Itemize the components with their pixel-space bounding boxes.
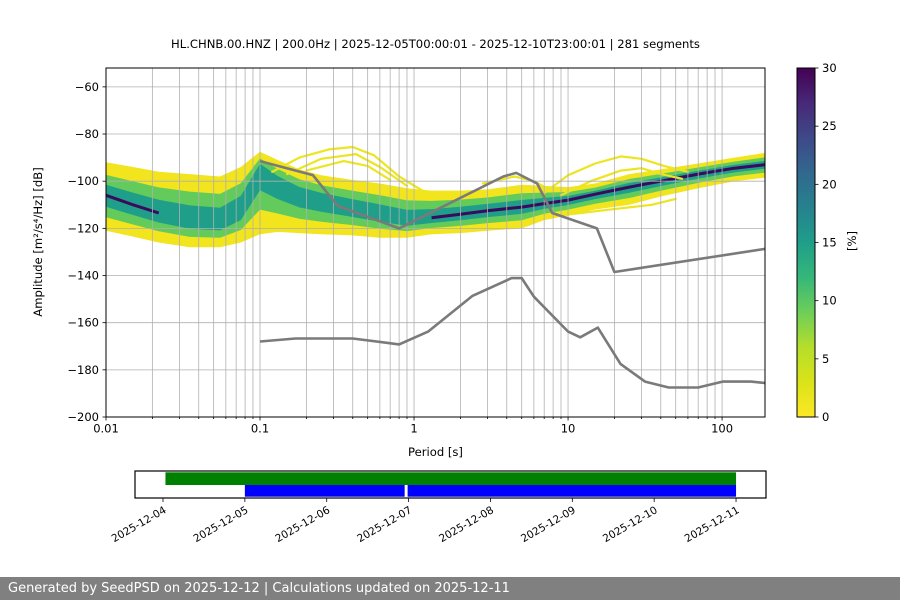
timeline-bar-data-coverage (165, 472, 737, 485)
mode-core-line (431, 163, 766, 220)
ppsd-histogram (105, 145, 766, 248)
colorbar-tick-label: 10 (822, 294, 837, 308)
y-tick-label: −180 (67, 363, 99, 377)
timeline-tick-label: 2025-12-10 (601, 504, 660, 545)
axes-frame (105, 67, 766, 418)
y-axis-ticks: −60 −80 −100 −120 −140 −160 −180 −200 (67, 80, 106, 424)
timeline-tick-label: 2025-12-06 (273, 504, 332, 545)
timeline-tick-label: 2025-12-08 (437, 504, 496, 545)
timeline: 2025-12-04 2025-12-05 2025-12-06 2025-12-07… (110, 470, 767, 545)
y-tick-label: −200 (67, 410, 99, 424)
nhnm-line (259, 159, 766, 274)
colorbar-tick-label: 5 (822, 352, 829, 366)
mode-core-line (105, 193, 160, 215)
timeline-bar-psd-coverage (244, 485, 405, 497)
footer-text: Generated by SeedPSD on 2025-12-12 | Cal… (8, 581, 510, 596)
y-tick-label: −120 (67, 221, 99, 235)
excursion-line (286, 153, 409, 187)
footer-bar: Generated by SeedPSD on 2025-12-12 | Cal… (0, 577, 900, 600)
x-tick-label: 0.1 (251, 422, 269, 436)
grid (106, 68, 765, 417)
colorbar-tick-label: 30 (822, 61, 837, 75)
x-tick-label: 10 (561, 422, 576, 436)
timeline-tick-label: 2025-12-07 (355, 504, 414, 545)
y-tick-label: −100 (67, 174, 99, 188)
timeline-tick-label: 2025-12-04 (110, 504, 169, 545)
x-axis-ticks: 0.01 0.1 1 10 100 (93, 417, 733, 436)
band-inner (106, 160, 765, 231)
excursion-line (559, 197, 677, 217)
x-tick-label: 1 (410, 422, 417, 436)
x-tick-label: 0.01 (93, 422, 119, 436)
colorbar-tick-label: 15 (822, 236, 837, 250)
x-tick-label: 100 (711, 422, 733, 436)
colorbar-tick-label: 20 (822, 177, 837, 191)
nlnm-line (259, 276, 766, 389)
colorbar-tick-label: 0 (822, 410, 829, 424)
y-tick-label: −60 (75, 80, 99, 94)
colorbar-tick-label: 25 (822, 119, 837, 133)
y-tick-label: −160 (67, 316, 99, 330)
y-tick-label: −80 (75, 127, 99, 141)
x-axis-label: Period [s] (408, 445, 463, 459)
timeline-tick-label: 2025-12-05 (192, 504, 251, 545)
ppsd-plot-canvas: 0.01 0.1 1 10 100−60−80−100−120−140−160−180−… (67, 61, 837, 545)
timeline-tick-label: 2025-12-09 (519, 504, 578, 545)
colorbar: 0 5 10 15 20 25 30 (796, 61, 837, 424)
excursion-line (305, 160, 392, 182)
chart-title: HL.CHNB.00.HNZ | 200.0Hz | 2025-12-05T00… (171, 37, 700, 51)
excursion-line (559, 167, 684, 197)
timeline-tick-label: 2025-12-11 (683, 504, 742, 545)
y-tick-label: −140 (67, 269, 99, 283)
timeline-bar-psd-coverage (407, 485, 737, 497)
